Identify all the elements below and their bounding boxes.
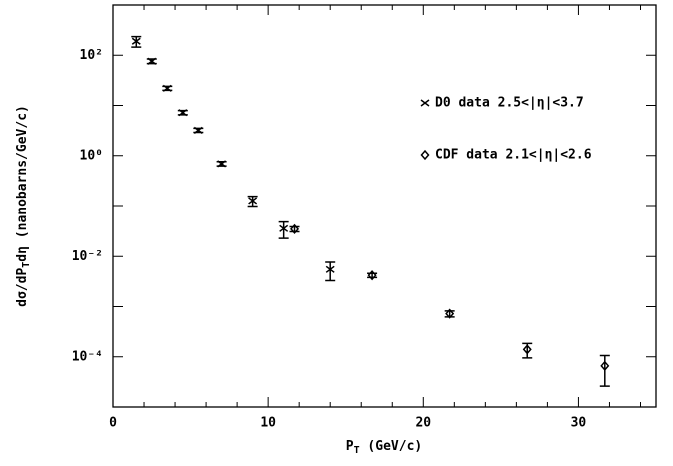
x-tick-label: 10 [260, 416, 276, 431]
data-point [522, 344, 532, 355]
legend-label: D0 data 2.5<|η|<3.7 [435, 96, 584, 111]
y-tick-label: 10⁰ [80, 148, 103, 163]
data-point [367, 270, 377, 281]
legend-marker [420, 149, 430, 161]
x-tick-label: 0 [109, 416, 117, 431]
data-point [147, 57, 157, 65]
error-bar [278, 220, 289, 239]
error-bar [367, 272, 378, 279]
legend-marker [420, 99, 430, 107]
y-axis-label: dσ/dPTdη (nanobarns/GeV/c) [15, 105, 33, 307]
y-tick-label: 10² [80, 48, 103, 63]
data-point [162, 84, 172, 92]
y-label-main: dσ/dP [15, 268, 30, 307]
legend-label: CDF data 2.1<|η|<2.6 [435, 148, 592, 163]
data-point [178, 109, 188, 117]
data-point [217, 160, 227, 168]
data-point [193, 126, 203, 134]
data-point [279, 224, 289, 232]
y-label-rest: dη (nanobarns/GeV/c) [15, 105, 30, 262]
x-label-sub: T [354, 445, 360, 456]
data-point [445, 308, 455, 319]
x-label-rest: (GeV/c) [360, 439, 423, 454]
x-tick-label: 30 [571, 416, 587, 431]
plot-frame [112, 4, 657, 408]
y-label-sub: T [21, 262, 32, 268]
x-label-main: P [346, 439, 354, 454]
x-axis-label: PT (GeV/c) [346, 439, 422, 457]
y-tick-label: 10⁻² [72, 249, 103, 264]
data-point [600, 360, 610, 371]
error-bar [325, 261, 336, 282]
x-tick-label: 20 [415, 416, 431, 431]
data-point [325, 265, 335, 273]
data-point [248, 197, 258, 205]
error-bar [289, 225, 300, 233]
y-tick-label: 10⁻⁴ [72, 349, 103, 364]
data-point [131, 37, 141, 45]
data-point [290, 223, 300, 235]
